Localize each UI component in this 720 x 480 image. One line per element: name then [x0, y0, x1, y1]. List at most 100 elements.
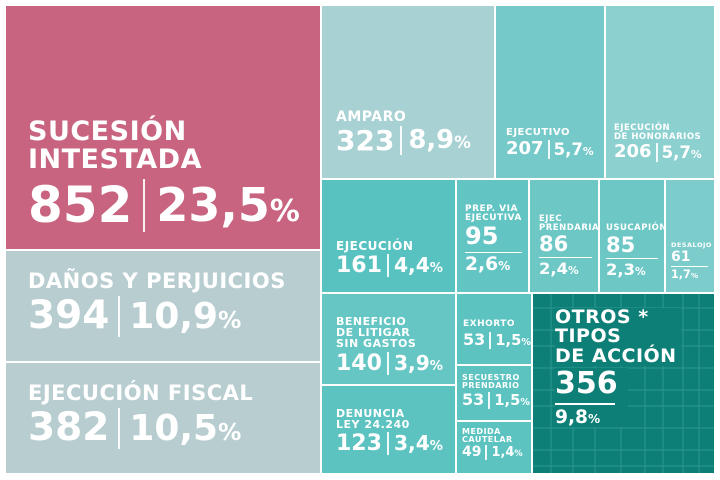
percent-sign: % — [429, 439, 443, 455]
separator-line — [606, 257, 658, 259]
tile-percent: 1,4% — [491, 445, 523, 461]
separator-bar — [118, 296, 121, 338]
tile-label: EJECUCIÓN FISCAL — [28, 381, 320, 405]
tile-sucesion-intestada: SUCESIÓN INTESTADA 852 23,5% — [6, 6, 320, 249]
tile-label-line: DE HONORARIOS — [614, 131, 702, 142]
tile-label-line: LEY 24.240 — [336, 418, 410, 432]
separator-bar — [400, 126, 403, 156]
percent-sign: % — [429, 261, 443, 277]
separator-bar — [655, 143, 658, 163]
percent-sign: % — [634, 264, 646, 278]
tile-value: 49 — [462, 444, 482, 461]
separator-bar — [386, 432, 389, 456]
percent-sign: % — [520, 397, 530, 409]
tile-label: EJECUCIÓN — [336, 240, 455, 252]
tile-label-line: EJECUTIVA — [465, 213, 522, 224]
tile-value: 852 — [28, 176, 133, 235]
tile-otros-tipos-de-accion: OTROS * TIPOS DE ACCIÓN 356 9,8% — [533, 294, 714, 473]
tile-ejec-prendaria: EJEC PRENDARIA 86 2,4% — [530, 180, 598, 292]
tile-label-line: EXHORTO — [463, 319, 516, 329]
tile-value: 394 — [28, 293, 110, 339]
tile-label-line: MEDIDA — [462, 427, 501, 436]
tile-percent: 2,4% — [539, 259, 579, 279]
tile-percent: 5,7% — [661, 143, 702, 163]
tile-label: EJECUTIVO — [506, 127, 604, 138]
tile-desalojo: DESALOJO 61 1,7% — [666, 180, 714, 292]
separator-line — [465, 251, 522, 253]
tile-value: 61 — [671, 248, 691, 265]
tile-label: MEDIDA CAUTELAR — [462, 427, 531, 444]
separator-bar — [547, 140, 550, 160]
tile-label-line: SUCESIÓN — [28, 116, 187, 147]
tile-percent: 10,9% — [129, 296, 242, 338]
tile-exhorto: EXHORTO 53 1,5% — [457, 294, 531, 364]
percent-sign: % — [269, 194, 300, 230]
percent-sign: % — [454, 132, 471, 153]
tile-label-line: INTESTADA — [28, 143, 202, 175]
separator-bar — [485, 445, 488, 461]
percent-sign: % — [582, 144, 594, 158]
tile-ejecucion-fiscal: EJECUCIÓN FISCAL 382 10,5% — [6, 363, 320, 473]
tile-label: EXHORTO — [463, 319, 531, 329]
tile-label: DESALOJO — [671, 242, 714, 249]
tile-medida-cautelar: MEDIDA CAUTELAR 49 1,4% — [457, 422, 531, 473]
separator-bar — [489, 332, 492, 350]
tile-label-line: PRENDARIA — [539, 222, 598, 233]
percent-sign: % — [217, 307, 242, 335]
tile-label-line: EJECUCIÓN FISCAL — [28, 381, 254, 405]
tile-label-line: EJECUCIÓN — [336, 239, 414, 253]
tile-label-line: DE ACCIÓN — [555, 344, 677, 367]
tile-value: 356 — [555, 366, 618, 402]
tile-usucapion: USUCAPIÓN 85 2,3% — [600, 180, 664, 292]
tile-percent: 4,4% — [393, 253, 443, 278]
separator-bar — [386, 351, 389, 375]
tile-ejecucion: EJECUCIÓN 161 4,4% — [322, 180, 455, 292]
tile-ejecutivo: EJECUTIVO 207 5,7% — [496, 6, 604, 178]
tile-value: 53 — [463, 330, 486, 350]
percent-sign: % — [587, 411, 601, 426]
tile-label-line: DESALOJO — [671, 241, 712, 249]
tile-value: 323 — [336, 124, 395, 158]
tile-value: 95 — [465, 222, 499, 251]
percent-sign: % — [514, 448, 523, 459]
separator-line — [539, 257, 592, 259]
percent-sign: % — [217, 419, 242, 447]
tile-secuestro-prendario: SECUESTRO PRENDARIO 53 1,5% — [457, 366, 531, 420]
percent-sign: % — [690, 148, 702, 162]
tile-label: SUCESIÓN INTESTADA — [28, 118, 320, 173]
tile-label: EJECUCIÓN DE HONORARIOS — [614, 124, 714, 141]
separator-bar — [386, 254, 389, 278]
percent-sign: % — [498, 258, 511, 273]
tile-label-line: EJEC — [539, 214, 563, 224]
tile-value: 161 — [336, 253, 382, 279]
tile-label-line: USUCAPIÓN — [606, 223, 664, 233]
tile-label-line: DAÑOS Y PERJUICIOS — [28, 269, 286, 293]
tile-label-line: TIPOS — [555, 325, 622, 348]
tile-label: DENUNCIA LEY 24.240 — [336, 408, 455, 432]
tile-label-line: SIN GASTOS — [336, 337, 417, 351]
tile-value: 206 — [614, 141, 652, 163]
tile-label-line: BENEFICIO — [336, 315, 407, 328]
tile-prep-via-ejecutiva: PREP. VIA EJECUTIVA 95 2,6% — [457, 180, 528, 292]
tile-value: 140 — [336, 350, 382, 376]
tile-value: 207 — [506, 138, 544, 160]
tile-label-line: EJECUCIÓN — [614, 123, 671, 133]
tile-ejecucion-de-honorarios: EJECUCIÓN DE HONORARIOS 206 5,7% — [606, 6, 714, 178]
percent-sign: % — [690, 271, 699, 281]
tile-percent: 2,6% — [465, 253, 511, 275]
percent-sign: % — [521, 336, 531, 348]
percent-sign: % — [429, 358, 443, 374]
tile-percent: 9,8% — [555, 406, 601, 428]
tile-value: 86 — [539, 232, 569, 257]
tile-value: 53 — [462, 390, 485, 410]
tile-percent: 1,5% — [495, 331, 531, 349]
tile-label-line: PREP. VIA — [465, 204, 518, 214]
tile-label: DAÑOS Y PERJUICIOS — [28, 269, 320, 293]
tile-value: 382 — [28, 405, 110, 451]
tile-label-line: AMPARO — [336, 109, 407, 125]
percent-sign: % — [567, 264, 579, 278]
separator-line — [555, 402, 615, 405]
tile-percent: 23,5% — [156, 178, 300, 233]
tile-percent: 5,7% — [553, 139, 594, 159]
separator-line — [671, 266, 708, 268]
